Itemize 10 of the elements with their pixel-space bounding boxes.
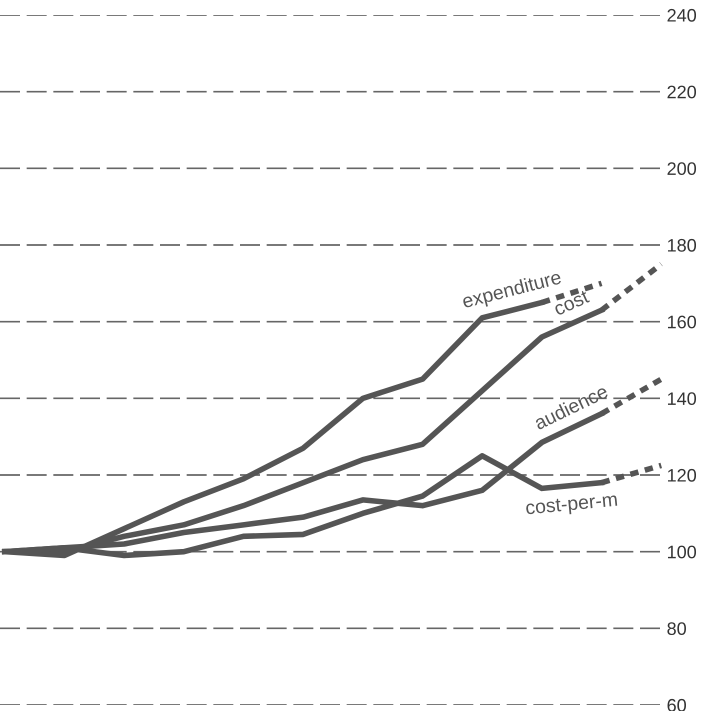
- y-tick-label: 80: [667, 622, 686, 636]
- y-tick-label: 140: [668, 392, 696, 406]
- y-tick-label: 220: [668, 86, 696, 98]
- y-tick-label: 200: [668, 162, 696, 176]
- y-tick-label: 240: [668, 8, 696, 22]
- text: cost-per-m: [526, 493, 618, 518]
- y-tick-label: 180: [668, 238, 696, 252]
- y-tick-label: 100: [668, 546, 696, 558]
- y-tick-label: 160: [668, 316, 696, 328]
- y-tick-label: 120: [668, 468, 696, 482]
